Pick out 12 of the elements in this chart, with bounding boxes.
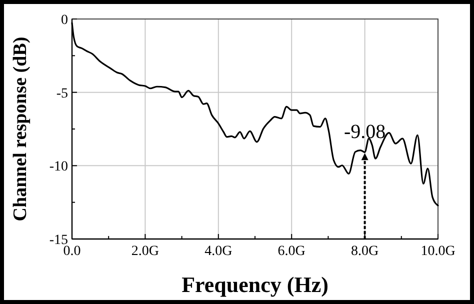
y-tick-label: 0 [61, 13, 68, 28]
x-tick-label: 4.0G [204, 244, 232, 259]
x-tick-label: 0.0 [63, 244, 81, 259]
y-tick-label: -10 [49, 160, 68, 175]
x-tick-label: 2.0G [131, 244, 160, 259]
x-tick-label: 10.0G [420, 244, 456, 259]
y-axis-title: Channel response (dB) [10, 36, 31, 222]
x-axis-title: Frequency (Hz) [182, 272, 328, 297]
y-tick-label: -5 [56, 86, 68, 102]
annotation: -9.08 [344, 121, 386, 144]
x-tick-label: 8.0G [350, 244, 379, 259]
x-tick-label: 6.0G [278, 244, 306, 259]
